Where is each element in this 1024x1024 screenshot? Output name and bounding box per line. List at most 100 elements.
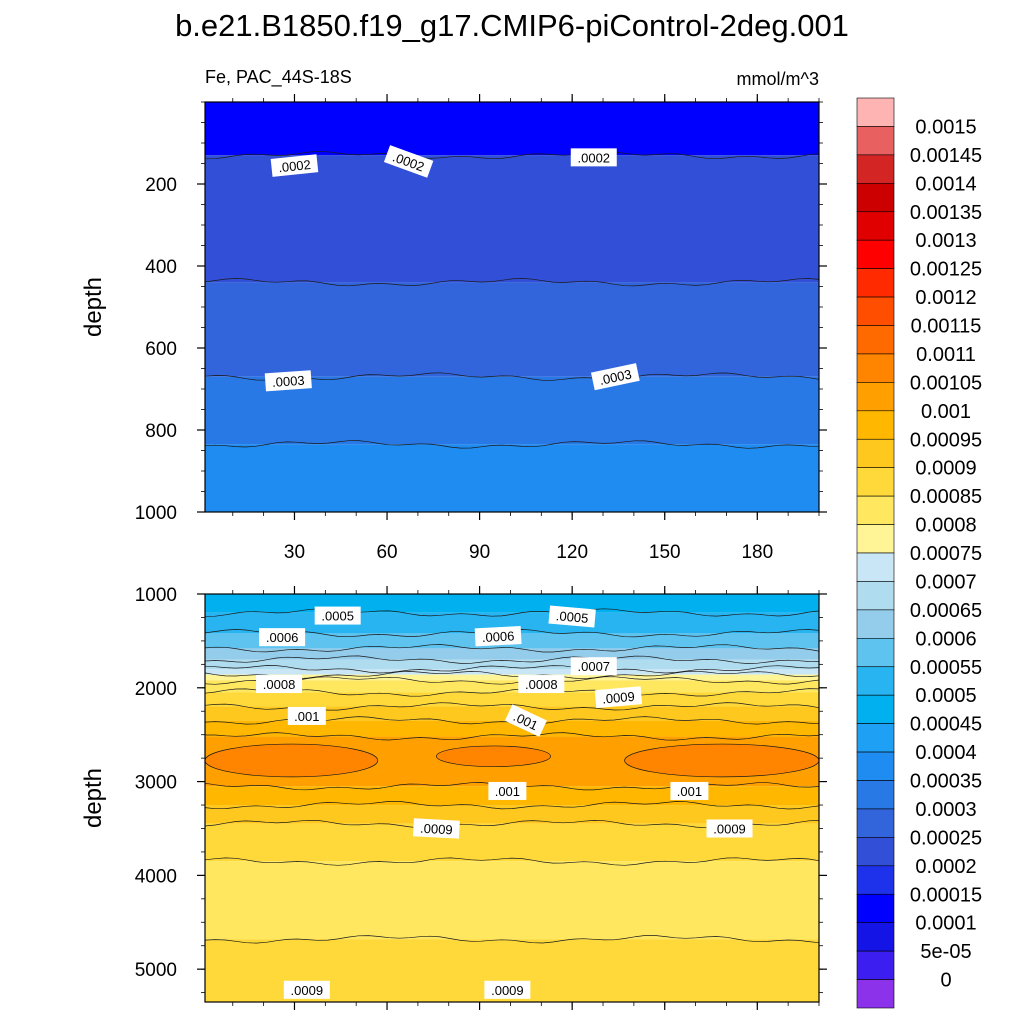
contour-label-bg bbox=[270, 154, 319, 177]
contour-label-bg bbox=[570, 657, 617, 676]
colorbar-label: 0.0008 bbox=[915, 515, 976, 537]
contour-band bbox=[205, 805, 819, 824]
colorbar-swatch bbox=[856, 638, 895, 668]
contour-label-text: .0006 bbox=[266, 630, 299, 645]
colorbar-label: 0.0004 bbox=[915, 742, 976, 764]
contour-label: .0009 bbox=[283, 980, 330, 999]
contour-label-text: .0006 bbox=[481, 628, 514, 645]
y-tick-label: 600 bbox=[145, 339, 177, 360]
contour-line bbox=[204, 440, 820, 449]
contour-label-bg bbox=[256, 675, 303, 694]
contour-label: .0006 bbox=[259, 628, 306, 647]
contour-label: .0003 bbox=[264, 370, 312, 392]
contour-label: .001 bbox=[670, 781, 709, 800]
contour-band bbox=[205, 669, 819, 675]
contour-label-text: .0005 bbox=[555, 608, 589, 626]
colorbar-label: 0.00045 bbox=[910, 714, 982, 736]
chart-title: b.e21.B1850.f19_g17.CMIP6-piControl-2deg… bbox=[175, 8, 849, 43]
contour-line bbox=[205, 732, 820, 741]
contour-label: .001 bbox=[287, 706, 326, 725]
contour-label-bg bbox=[383, 145, 434, 178]
upper-y-axis-label: depth bbox=[80, 277, 107, 337]
contour-label-bg bbox=[287, 706, 326, 725]
contour-band bbox=[205, 102, 819, 156]
x-tick-label: 150 bbox=[649, 542, 681, 563]
colorbar-swatch bbox=[856, 524, 895, 554]
contour-label: .0008 bbox=[256, 675, 303, 694]
contour-label-text: .0008 bbox=[263, 677, 296, 692]
colorbar-swatch bbox=[856, 183, 895, 213]
contour-label-bg bbox=[504, 704, 547, 737]
y-tick-label: 1000 bbox=[135, 585, 177, 606]
colorbar-label: 0.0013 bbox=[915, 230, 976, 252]
contour-label: .0003 bbox=[590, 363, 640, 391]
contour-label-text: .0003 bbox=[598, 366, 633, 387]
colorbar-label: 0.0009 bbox=[915, 458, 976, 480]
contour-line bbox=[204, 665, 820, 674]
colorbar-label: 0.0011 bbox=[916, 344, 976, 366]
colorbar: 0.0015 0.00145 0.0014 0.00135 0.0013 0.00125 0… bbox=[856, 97, 982, 1009]
contour-label-text: .0009 bbox=[713, 821, 746, 836]
colorbar-label: 0.00125 bbox=[910, 259, 982, 281]
contour-label-bg bbox=[484, 980, 531, 999]
colorbar-swatch bbox=[856, 268, 895, 298]
colorbar-label: 0.00085 bbox=[910, 486, 982, 508]
y-tick-label: 3000 bbox=[135, 773, 177, 794]
contour-label-bg bbox=[314, 606, 361, 625]
colorbar-swatch bbox=[856, 353, 895, 383]
contour-label-bg bbox=[590, 363, 640, 391]
contour-band bbox=[205, 648, 819, 660]
y-tick-label: 400 bbox=[145, 257, 177, 278]
contour-label-text: .0002 bbox=[278, 157, 312, 175]
colorbar-label: 5e-05 bbox=[920, 941, 971, 963]
colorbar-label: 0.00135 bbox=[910, 202, 982, 224]
colorbar-swatch bbox=[856, 296, 895, 326]
colorbar-label: 0.001 bbox=[921, 401, 971, 423]
colorbar-label: 0.0014 bbox=[915, 173, 976, 195]
x-tick-label: 180 bbox=[741, 542, 773, 563]
contour-label: .0005 bbox=[548, 605, 596, 628]
colorbar-swatch bbox=[856, 723, 895, 753]
contour-label: .0005 bbox=[314, 606, 361, 625]
colorbar-label: 0.00035 bbox=[910, 771, 982, 793]
colorbar-swatch bbox=[856, 325, 895, 355]
contour-band bbox=[205, 282, 819, 377]
contour-label-bg bbox=[412, 818, 460, 839]
colorbar-swatch bbox=[856, 751, 895, 781]
x-tick-label: 120 bbox=[556, 542, 588, 563]
contour-label-bg bbox=[706, 819, 753, 838]
colorbar-label: 0.00015 bbox=[910, 884, 982, 906]
contour-label: .0009 bbox=[484, 980, 531, 999]
colorbar-swatch bbox=[856, 865, 895, 895]
contour-line bbox=[204, 150, 820, 160]
contour-label-text: .001 bbox=[677, 784, 702, 799]
contour-label-text: .0002 bbox=[577, 150, 610, 165]
colorbar-label: 0.00065 bbox=[910, 600, 982, 622]
contour-label: .0007 bbox=[570, 657, 617, 676]
contour-line bbox=[204, 935, 820, 944]
contour-band bbox=[205, 659, 819, 670]
lower-panel: 1000 2000 3000 4000 5000 .0005 .0005 .0006 .0006… bbox=[135, 585, 827, 1010]
colorbar-label: 0.0012 bbox=[915, 287, 976, 309]
y-tick-label: 5000 bbox=[135, 960, 177, 981]
contour-label-text: .0003 bbox=[272, 373, 306, 390]
upper-panel: 200 400 600 800 1000 30 60 90 120 150 180 .0002 .000… bbox=[135, 94, 827, 563]
colorbar-swatch bbox=[856, 922, 895, 952]
colorbar-swatch bbox=[856, 211, 895, 241]
contour-label-bg bbox=[670, 781, 709, 800]
colorbar-swatch bbox=[856, 552, 895, 582]
contour-line bbox=[204, 688, 820, 697]
contour-line bbox=[204, 676, 820, 685]
contour-label-bg bbox=[283, 980, 330, 999]
contour-label-text: .0009 bbox=[291, 983, 324, 998]
contour-label: .0009 bbox=[594, 686, 643, 709]
colorbar-swatch bbox=[856, 97, 895, 127]
contour-label-bg bbox=[264, 370, 312, 392]
colorbar-label: 0.0006 bbox=[915, 628, 976, 650]
colorbar-label: 0 bbox=[940, 970, 951, 992]
contour-core bbox=[436, 745, 551, 767]
colorbar-label: 0.00075 bbox=[910, 543, 982, 565]
contour-label: .001 bbox=[488, 781, 527, 800]
contour-line bbox=[204, 644, 820, 653]
colorbar-label: 0.00145 bbox=[910, 145, 982, 167]
